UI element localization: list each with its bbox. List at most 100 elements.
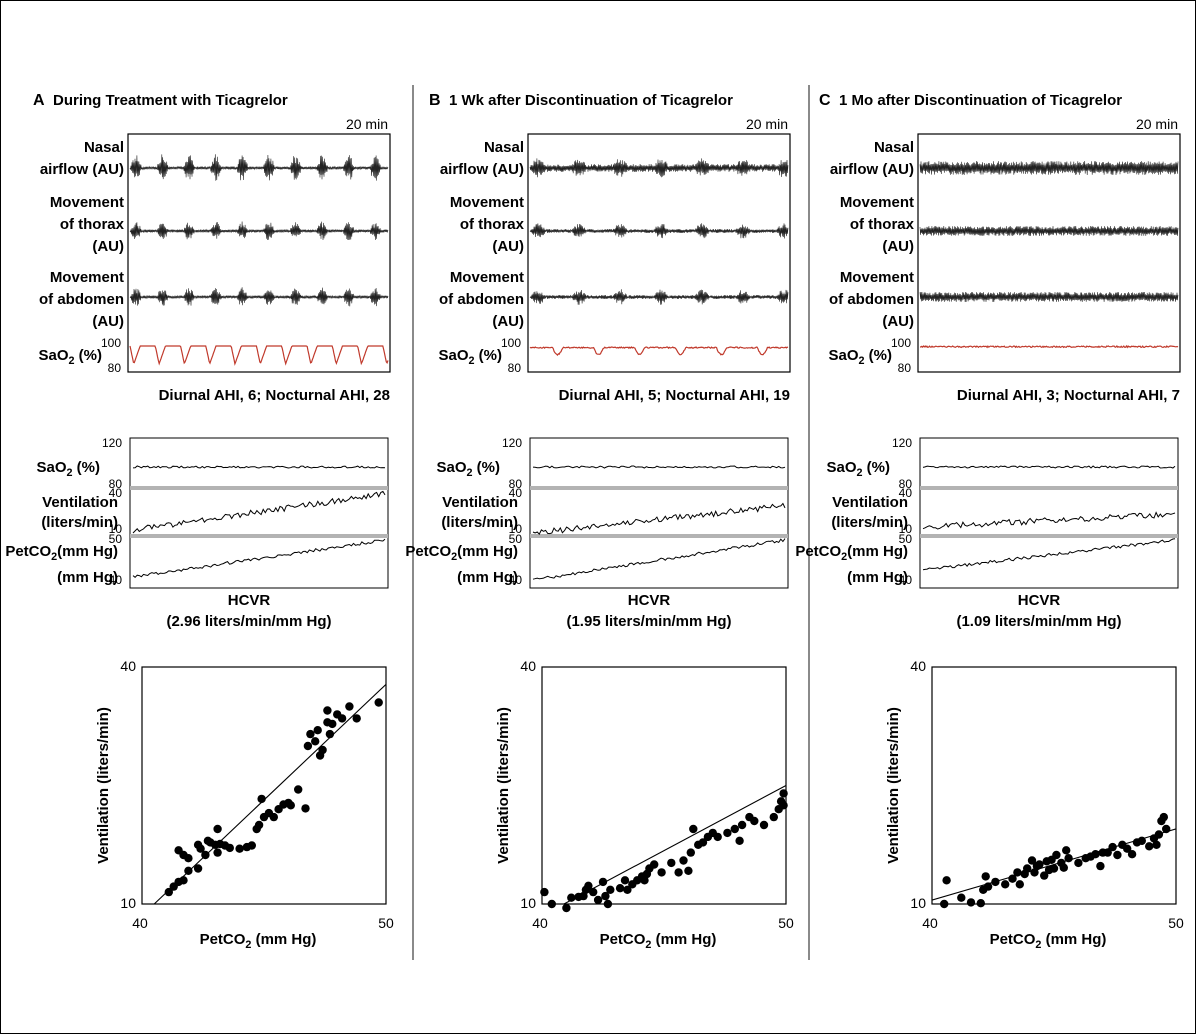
trace-label: Movement	[450, 194, 524, 211]
trace-label: of thorax	[850, 216, 915, 233]
scatter-point	[1113, 850, 1122, 860]
scatter-point	[779, 801, 788, 810]
panel-title: 1 Wk after Discontinuation of Ticagrelor	[449, 92, 733, 109]
sao2-label-main: SaO	[438, 347, 468, 364]
scatter-point	[713, 832, 722, 842]
hcvr-pet-label-tail: (mm Hg)	[57, 543, 118, 560]
scatter-point	[1013, 868, 1022, 877]
scatter-point	[1108, 842, 1117, 852]
psg-box	[527, 133, 791, 373]
hcvr-title: HCVR	[628, 592, 671, 609]
scatter-point	[257, 794, 266, 804]
trace-label: of thorax	[460, 216, 525, 233]
hcvr-box	[919, 437, 1179, 589]
scatter-ylabel: Ventilation (liters/min)	[495, 707, 512, 864]
scatter-point	[667, 858, 676, 868]
ahi-text: Diurnal AHI, 6; Nocturnal AHI, 28	[159, 387, 390, 404]
scatter-point	[1062, 846, 1071, 855]
scatter-point	[323, 706, 332, 715]
hcvr-tick: 120	[502, 436, 522, 450]
trace-label: airflow (AU)	[830, 161, 914, 178]
hcvr-pet-label-main: PetCO	[5, 543, 51, 560]
hcvr-tick: 50	[899, 532, 913, 546]
hcvr-vent-label: Ventilation	[42, 494, 118, 511]
fit-line	[563, 785, 786, 904]
scatter-ylabel: Ventilation (liters/min)	[95, 707, 112, 864]
hcvr-sao2-label-tail: (%)	[73, 459, 101, 476]
hcvr-tick: 10	[509, 522, 523, 536]
scatter-point	[981, 872, 990, 881]
scatter-point	[1015, 880, 1024, 889]
scatter-point	[547, 899, 556, 909]
hcvr-tick: 40	[509, 573, 523, 587]
scatter-point	[1059, 863, 1069, 872]
hcvr-sao2-trace	[922, 465, 1176, 469]
scatter-xtick: 50	[1168, 915, 1184, 931]
scatter-point	[779, 789, 788, 798]
sao2-trace	[919, 344, 1179, 349]
hcvr-box	[529, 437, 789, 589]
scatter-point	[184, 854, 193, 863]
hcvr-pet-label-main: PetCO	[795, 543, 841, 560]
scatter-point	[650, 860, 659, 869]
waveform-trace	[129, 154, 389, 181]
scatter-point	[735, 836, 744, 845]
waveform-trace	[129, 287, 389, 307]
scatter-ytick: 40	[520, 658, 536, 674]
hcvr-tick: 40	[899, 573, 913, 587]
scatter-ytick: 10	[520, 895, 536, 911]
hcvr-sao2-label-main: SaO	[436, 459, 466, 476]
waveform-trace	[529, 158, 789, 178]
panel-title: During Treatment with Ticagrelor	[53, 92, 288, 109]
trace-label: Movement	[840, 269, 914, 286]
hcvr-pet-label-sub: 2	[451, 551, 457, 563]
panel-letter: A	[33, 92, 45, 109]
sao2-tick: 80	[898, 361, 912, 375]
hcvr-tick: 10	[899, 522, 913, 536]
psg-box	[917, 133, 1181, 373]
hcvr-tick: 10	[109, 522, 123, 536]
trace-label: (AU)	[882, 313, 914, 330]
scatter-ytick: 40	[910, 658, 926, 674]
trace-label: of abdomen	[39, 291, 124, 308]
hcvr-box	[129, 437, 389, 589]
scatter-point	[640, 876, 649, 885]
scatter-point	[269, 812, 278, 822]
hcvr-band	[530, 486, 788, 490]
hcvr-tick: 40	[109, 486, 123, 500]
scatter-point	[374, 698, 383, 707]
hcvr-ventilation-trace	[532, 502, 786, 535]
scatter-point	[940, 899, 949, 909]
scatter-point	[306, 729, 315, 739]
scatter-point	[213, 824, 222, 834]
scatter-point	[976, 899, 985, 908]
scatter-box	[141, 666, 387, 905]
trace-label: airflow (AU)	[40, 161, 124, 178]
scatter-point	[1052, 850, 1061, 860]
scatter-xtick: 50	[378, 915, 394, 931]
scatter-point	[657, 868, 666, 877]
scatter-point	[313, 726, 322, 735]
hcvr-sao2-label-sub: 2	[466, 467, 472, 479]
waveform-trace	[129, 221, 389, 241]
scatter-point	[679, 856, 688, 865]
psg-box	[127, 133, 391, 373]
scatter-point	[1064, 854, 1073, 863]
scatter-point	[562, 903, 571, 913]
hcvr-vent-label: (liters/min)	[41, 514, 118, 531]
scatter-point	[1040, 871, 1049, 880]
trace-label: of thorax	[60, 216, 125, 233]
hcvr-sao2-label-sub: 2	[856, 467, 862, 479]
scatter-point	[247, 841, 256, 850]
hcvr-band	[530, 534, 788, 538]
panel-title: 1 Mo after Discontinuation of Ticagrelor	[839, 92, 1122, 109]
trace-label: airflow (AU)	[440, 161, 524, 178]
scatter-point	[759, 820, 769, 830]
waveform-trace	[919, 225, 1179, 237]
scatter-xlabel-sub: 2	[645, 939, 651, 951]
scatter-point	[584, 881, 593, 890]
panel-letter: B	[429, 92, 441, 109]
sao2-tick: 100	[501, 336, 521, 350]
hcvr-tick: 120	[102, 436, 122, 450]
scatter-point	[294, 785, 303, 794]
